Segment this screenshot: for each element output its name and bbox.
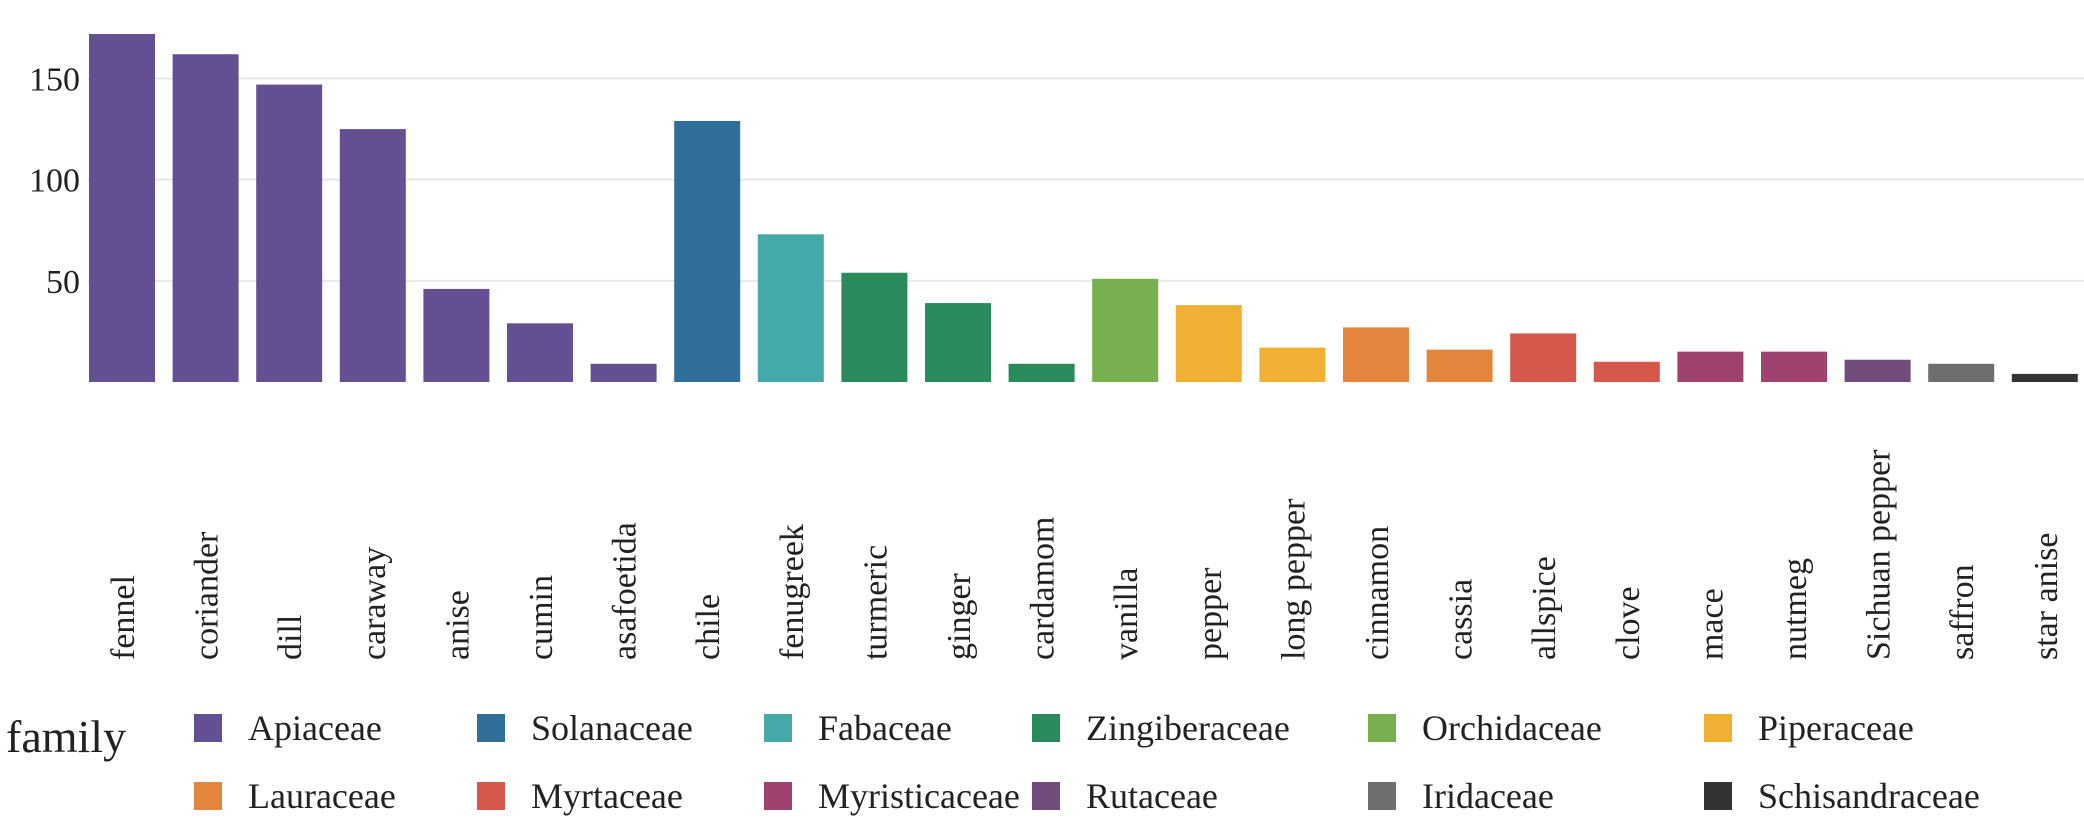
bar-sichuan-pepper: [1844, 359, 1911, 382]
legend-label-myristicaceae: Myristicaceae: [818, 776, 1020, 816]
x-tick-label-fennel: fennel: [105, 575, 142, 660]
bar-cardamom: [1008, 363, 1075, 382]
bar-allspice: [1510, 333, 1577, 382]
x-tick-label-cardamom: cardamom: [1025, 517, 1062, 661]
legend-swatch-fabaceae: [764, 714, 792, 742]
x-tick-label-caraway: caraway: [356, 547, 393, 660]
x-tick-label-chile: chile: [690, 594, 727, 660]
x-tick-label-ginger: ginger: [941, 572, 978, 660]
bars: [89, 34, 2078, 383]
gridlines: [88, 77, 2084, 282]
legend-label-lauraceae: Lauraceae: [248, 776, 396, 816]
x-tick-label-turmeric: turmeric: [857, 545, 894, 660]
legend-label-piperaceae: Piperaceae: [1758, 708, 1914, 748]
bar-clove: [1593, 361, 1660, 382]
legend-swatch-schisandraceae: [1704, 782, 1732, 810]
x-tick-label-mace: mace: [1693, 588, 1730, 660]
legend: family Apiaceae Solanaceae Fabaceae Zingibe…: [6, 708, 1980, 816]
bar-caraway: [339, 129, 406, 382]
x-axis-labels: fennel coriander dill caraway anise cumin asaf…: [105, 449, 2065, 660]
x-tick-label-asafoetida: asafoetida: [607, 522, 644, 660]
legend-swatch-solanaceae: [477, 714, 505, 742]
y-tick-label-100: 100: [29, 163, 80, 200]
legend-label-schisandraceae: Schisandraceae: [1758, 776, 1980, 816]
bar-cumin: [507, 323, 573, 382]
bar-cassia: [1426, 349, 1493, 382]
x-tick-label-anise: anise: [439, 590, 476, 660]
legend-swatch-rutaceae: [1032, 782, 1060, 810]
legend-swatch-myrtaceae: [477, 782, 505, 810]
x-tick-label-clove: clove: [1610, 586, 1647, 660]
bar-fennel: [89, 34, 155, 382]
legend-swatch-lauraceae: [194, 782, 222, 810]
legend-title: family: [6, 711, 126, 762]
legend-swatch-apiaceae: [194, 714, 222, 742]
x-tick-label-sichuan-pepper: Sichuan pepper: [1861, 449, 1898, 660]
legend-label-apiaceae: Apiaceae: [248, 708, 382, 748]
bar-cinnamon: [1343, 327, 1409, 382]
legend-label-rutaceae: Rutaceae: [1086, 776, 1218, 816]
bar-asafoetida: [590, 363, 657, 382]
x-tick-label-dill: dill: [272, 615, 309, 660]
bar-pepper: [1175, 305, 1242, 382]
legend-swatch-myristicaceae: [764, 782, 792, 810]
x-tick-label-fenugreek: fenugreek: [774, 524, 811, 660]
y-tick-label-150: 150: [29, 62, 80, 99]
x-tick-label-star-anise: star anise: [2028, 533, 2065, 660]
bar-mace: [1677, 351, 1744, 382]
legend-label-zingiberaceae: Zingiberaceae: [1086, 708, 1290, 748]
y-tick-label-50: 50: [46, 264, 80, 301]
bar-dill: [256, 84, 323, 383]
x-tick-label-pepper: pepper: [1192, 567, 1229, 660]
bar-saffron: [1928, 363, 1995, 382]
x-tick-label-allspice: allspice: [1526, 556, 1563, 660]
bar-turmeric: [841, 272, 908, 382]
x-tick-label-vanilla: vanilla: [1108, 567, 1145, 660]
x-tick-label-coriander: coriander: [189, 531, 226, 660]
legend-label-solanaceae: Solanaceae: [531, 708, 693, 748]
bar-coriander: [172, 54, 239, 383]
legend-label-iridaceae: Iridaceae: [1422, 776, 1554, 816]
bar-long-pepper: [1259, 347, 1326, 382]
bar-fenugreek: [757, 234, 824, 382]
legend-swatch-piperaceae: [1704, 714, 1732, 742]
x-tick-label-nutmeg: nutmeg: [1777, 558, 1814, 660]
x-tick-label-long-pepper: long pepper: [1275, 498, 1312, 660]
bar-vanilla: [1092, 278, 1159, 382]
bar-star-anise: [2011, 373, 2078, 382]
bar-chile: [674, 121, 741, 382]
legend-label-fabaceae: Fabaceae: [818, 708, 952, 748]
legend-swatch-iridaceae: [1368, 782, 1396, 810]
legend-label-orchidaceae: Orchidaceae: [1422, 708, 1602, 748]
bar-nutmeg: [1761, 351, 1827, 382]
x-tick-label-cassia: cassia: [1443, 579, 1480, 660]
x-tick-label-cumin: cumin: [523, 575, 560, 660]
legend-label-myrtaceae: Myrtaceae: [531, 776, 683, 816]
legend-swatch-zingiberaceae: [1032, 714, 1060, 742]
bar-anise: [423, 288, 490, 382]
bar-ginger: [925, 303, 991, 382]
y-axis-ticks: 50 100 150: [29, 62, 80, 301]
x-tick-label-saffron: saffron: [1944, 564, 1981, 660]
legend-swatch-orchidaceae: [1368, 714, 1396, 742]
x-tick-label-cinnamon: cinnamon: [1359, 526, 1396, 660]
